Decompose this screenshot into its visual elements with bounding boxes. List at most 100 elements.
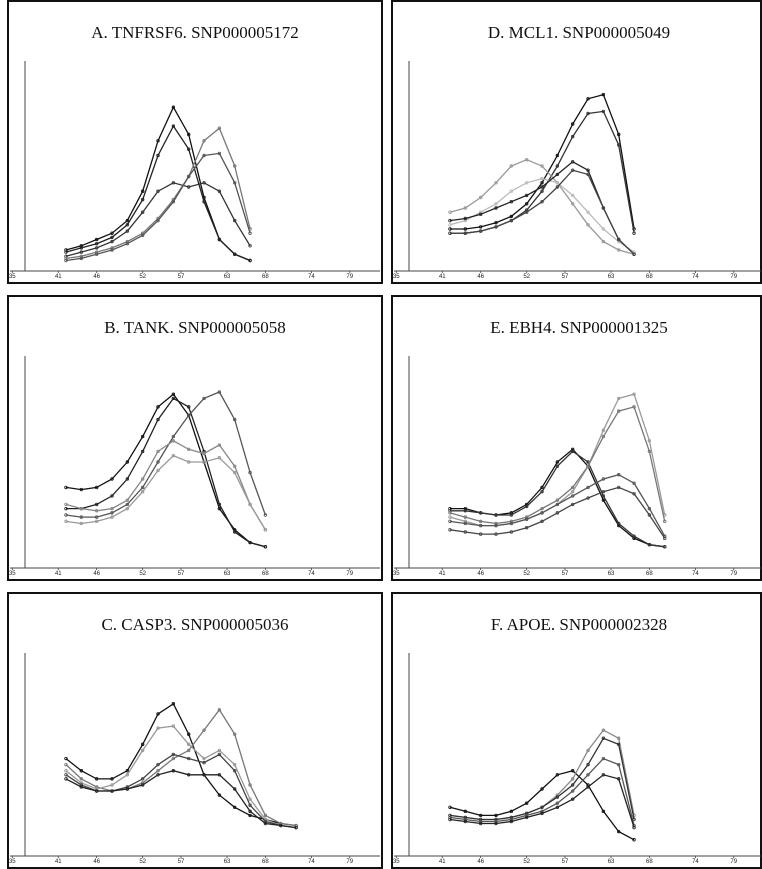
melt-curve (65, 127, 251, 260)
curve-point (524, 181, 529, 185)
curve-point (632, 825, 636, 830)
curve-point (110, 783, 114, 787)
curve-point (509, 819, 514, 824)
curve-point (202, 181, 206, 185)
x-tick-label: 74 (692, 274, 699, 280)
curve-point (509, 815, 514, 820)
curve-point (125, 460, 130, 464)
curve-point (171, 105, 176, 109)
curve-point (494, 523, 498, 528)
curve-point (570, 789, 575, 793)
curve-point (570, 202, 575, 206)
melt-curve (450, 93, 635, 230)
curve-point (524, 202, 529, 206)
melt-curve (449, 177, 635, 253)
curve-point (125, 498, 130, 502)
curve-point (540, 489, 544, 494)
curve-point (617, 396, 621, 401)
curve-point (79, 785, 84, 789)
curve-point (494, 813, 498, 818)
curve-point (217, 126, 222, 130)
curve-point (478, 195, 483, 200)
curve-point (663, 519, 667, 524)
curve-point (156, 405, 160, 409)
curve-point (570, 797, 575, 801)
x-tick-label: 74 (308, 274, 315, 280)
curve-point (586, 785, 590, 789)
curve-point (186, 732, 191, 736)
curve-point (248, 803, 252, 807)
curve-point (156, 218, 160, 223)
curve-point (202, 199, 206, 204)
curve-point (156, 153, 160, 158)
x-tick-label: 68 (646, 571, 653, 577)
curve-point (509, 530, 514, 534)
x-tick-label: 57 (562, 859, 569, 865)
curve-point (617, 777, 621, 781)
curve-point (540, 189, 544, 193)
curve-point (233, 787, 237, 791)
x-tick-label: 52 (139, 859, 146, 865)
x-tick-label: 46 (93, 274, 100, 280)
curve-point (524, 193, 529, 198)
curve-point (570, 489, 575, 494)
curve-point (94, 252, 99, 256)
x-tick-label: 79 (730, 859, 737, 865)
curve-point (171, 453, 176, 458)
curve-point (632, 534, 636, 538)
melt-curve (449, 406, 666, 525)
curve-point (509, 521, 514, 526)
x-tick-label: 41 (55, 274, 62, 280)
curve-point (140, 781, 145, 785)
curve-point (64, 513, 68, 517)
curve-point (540, 805, 544, 809)
curve-point (601, 428, 606, 432)
curve-point (94, 502, 99, 507)
curve-point (494, 513, 498, 517)
curve-point (125, 506, 130, 511)
curve-point (448, 813, 452, 818)
curve-point (233, 181, 237, 185)
curve-point (540, 809, 544, 814)
x-tick-label: 63 (224, 859, 231, 865)
curve-point (217, 773, 222, 777)
curve-point (509, 199, 514, 204)
curve-point (570, 160, 575, 164)
x-tick-label: 79 (346, 274, 353, 280)
curve-point (125, 773, 130, 777)
curve-point (632, 492, 636, 496)
curve-point (586, 762, 590, 767)
curve-point (217, 151, 222, 156)
curve-point (478, 210, 483, 214)
curve-point (186, 185, 191, 189)
curve-point (540, 511, 544, 515)
curve-point (617, 736, 621, 740)
curve-point (202, 139, 206, 143)
curve-point (186, 147, 191, 151)
curve-point (540, 519, 544, 524)
melt-curve (449, 737, 635, 821)
melt-curve (449, 158, 635, 255)
curve-point (647, 506, 652, 511)
curve-point (202, 728, 206, 732)
x-tick-label: 63 (608, 274, 615, 280)
curve-point (555, 185, 560, 189)
curve-point (555, 464, 560, 468)
curve-point (570, 783, 575, 787)
curve-point (601, 109, 606, 114)
curve-point (202, 773, 206, 777)
curve-point (524, 801, 529, 805)
melt-curve (66, 397, 266, 548)
curve-point (140, 748, 145, 753)
curve-point (524, 208, 529, 212)
melt-curve (65, 393, 266, 548)
curve-point (94, 241, 99, 246)
curve-point (294, 823, 298, 828)
curve-point (186, 773, 191, 777)
curve-point (64, 519, 68, 524)
curve-point (478, 523, 483, 528)
curve-point (555, 795, 560, 799)
curve-point (233, 164, 237, 168)
curve-point (125, 223, 130, 227)
curve-point (663, 536, 667, 541)
